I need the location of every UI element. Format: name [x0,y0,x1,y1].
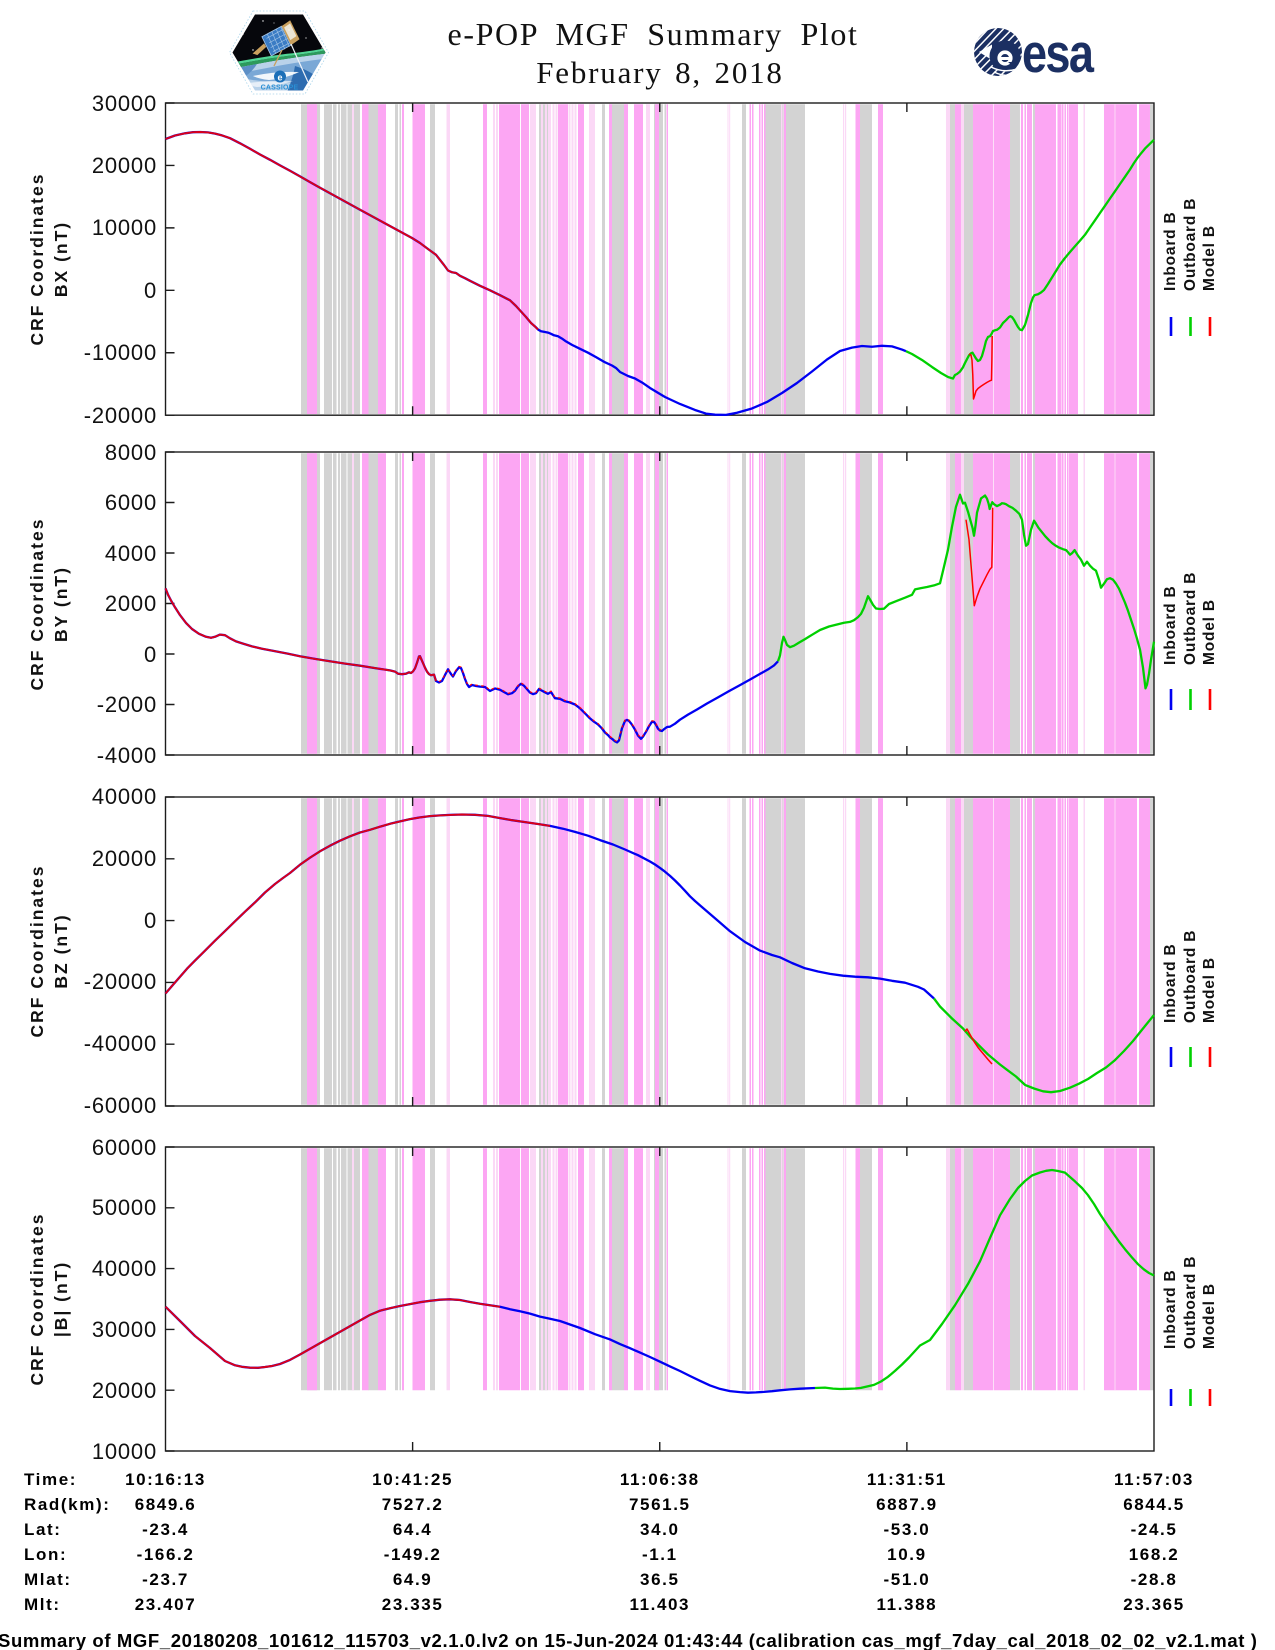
svg-text:e: e [277,73,282,83]
svg-text:CASSIOPE: CASSIOPE [261,85,299,92]
svg-text:esa: esa [1022,26,1095,81]
